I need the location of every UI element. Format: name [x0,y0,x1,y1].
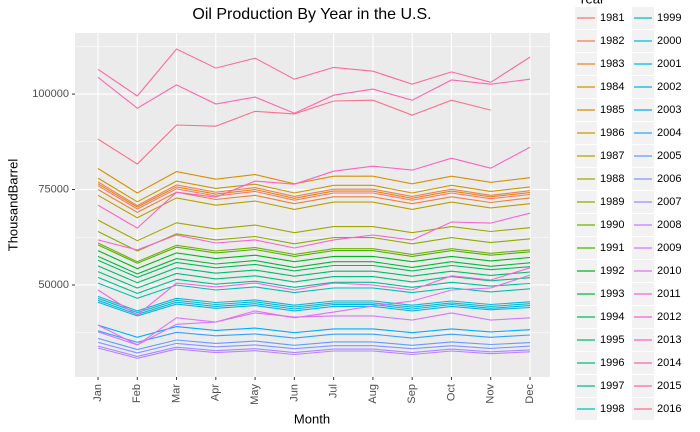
legend-label: 1983 [600,58,624,70]
series-line [97,99,491,165]
legend-label: 1987 [600,150,624,162]
legend-label: 1989 [600,196,624,208]
series-line [97,177,531,203]
legend-label: 2012 [657,311,681,323]
legend-label: 1995 [600,334,624,346]
series-line [97,76,531,114]
series-line [97,301,531,317]
series-line [97,183,531,208]
legend-label: 1982 [600,35,624,47]
series-line [97,276,531,294]
series-line [97,295,531,312]
y-tick-label: 100000 [32,88,69,100]
series-line [97,231,531,252]
x-tick-label: Jun [288,384,300,402]
series-line [97,324,531,338]
legend-label: 2003 [657,104,681,116]
x-tick-label: Oct [445,384,457,401]
chart-title: Oil Production By Year in the U.S. [192,6,431,23]
legend-label: 1985 [600,104,624,116]
legend-label: 1988 [600,173,624,185]
series-line [97,337,531,351]
legend-label: 1992 [600,265,624,277]
legend-label: 1994 [600,311,624,323]
y-tick-label: 50000 [38,279,69,291]
x-tick-label: Apr [210,384,222,401]
x-tick-label: Aug [367,384,379,404]
x-tick-label: Jan [92,384,104,402]
series-line [97,219,531,242]
series-line [97,194,531,219]
series-line [97,189,531,214]
legend-label: 2013 [657,334,681,346]
legend-label: 2000 [657,35,681,47]
legend-label: 2005 [657,150,681,162]
legend-label: 2010 [657,265,681,277]
legend-label: 2008 [657,219,681,231]
series-line [97,267,531,316]
x-tick-label: Mar [170,384,182,403]
legend-label: 1984 [600,81,624,93]
series-line [97,168,531,194]
legend-label: 2004 [657,127,681,139]
x-tick-label: Nov [485,384,497,404]
x-tick-label: May [249,384,261,405]
series-line [97,271,531,289]
series-line [97,341,531,354]
x-tick-label: Sep [406,384,418,404]
series-line [97,146,531,229]
series-line [97,297,531,314]
series-line [97,181,531,207]
legend-label: 2014 [657,357,681,369]
x-tick-label: Feb [131,384,143,403]
legend-title: Year [578,0,605,6]
series-line [97,255,531,275]
legend-label: 2001 [657,58,681,70]
legend-label: 1991 [600,242,624,254]
legend-label: 2006 [657,173,681,185]
legend-label: 1999 [657,12,681,24]
series-line [97,347,531,359]
legend-label: 2016 [657,403,681,415]
legend-label: 2009 [657,242,681,254]
legend-label: 2015 [657,380,681,392]
legend-label: 1996 [600,357,624,369]
legend-label: 1986 [600,127,624,139]
legend-label: 1990 [600,219,624,231]
legend-label: 1997 [600,380,624,392]
series-line [97,48,531,97]
series-line [97,244,531,264]
series-line [97,274,531,346]
x-tick-label: Jul [328,384,340,398]
legend-label: 1993 [600,288,624,300]
legend-label: 2007 [657,196,681,208]
series-line [97,242,531,263]
series-line [97,250,531,270]
legend-label: 1981 [600,12,624,24]
series-line [97,330,531,343]
x-axis-label: Month [294,411,330,426]
series-line [97,259,531,278]
legend-label: 1998 [600,403,624,415]
series-line [97,282,531,299]
y-axis-label: ThousandBarrel [5,159,20,252]
series-line [97,265,531,284]
legend-label: 2002 [657,81,681,93]
series-line [97,345,531,357]
legend-label: 2011 [657,288,681,300]
series-line [97,312,531,346]
y-tick-label: 75000 [38,183,69,195]
series-line [97,185,531,210]
series-line [97,212,531,251]
x-tick-label: Dec [524,384,536,404]
series-line [97,299,531,315]
